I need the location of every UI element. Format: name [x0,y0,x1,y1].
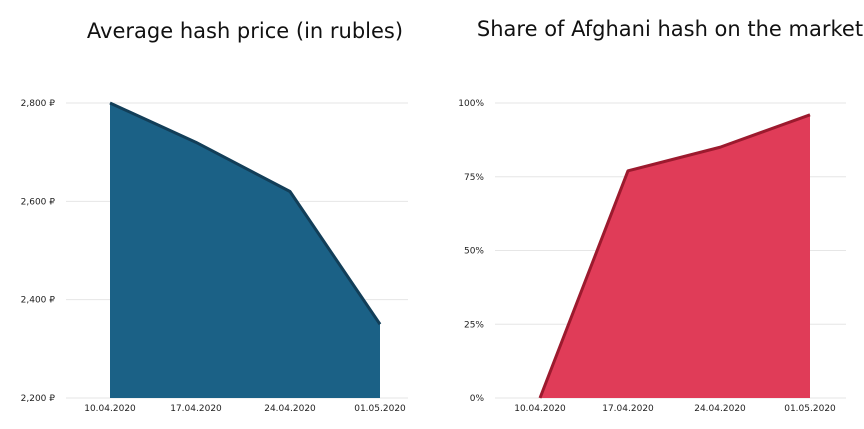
right-x-tick-label: 01.05.2020 [784,404,836,414]
right-x-tick-label: 24.04.2020 [694,404,746,414]
left-y-tick-label: 2,200 ₽ [21,394,56,404]
left-series-line [109,101,382,326]
right-x-tick-label: 10.04.2020 [514,404,566,414]
right-y-tick-label: 25% [464,320,484,330]
left-x-tick-label: 17.04.2020 [170,404,222,414]
left-x-tick-label: 01.05.2020 [354,404,406,414]
right-y-tick-label: 50% [464,247,484,257]
right-area [540,114,810,399]
left-chart-title: Average hash price (in rubles) [86,19,404,43]
left-y-tick-label: 2,800 ₽ [21,99,56,109]
right-y-tick-label: 100% [458,99,484,109]
left-y-tick-label: 2,400 ₽ [21,296,56,306]
left-x-tick-label: 10.04.2020 [84,404,136,414]
left-x-tick-label: 24.04.2020 [264,404,316,414]
right-y-tick-label: 0% [470,394,485,404]
right-y-tick-label: 75% [464,173,484,183]
right-series-line [538,113,811,399]
right-chart-title: Share of Afghani hash on the market [476,17,864,41]
left-area [110,103,380,398]
left-y-tick-label: 2,600 ₽ [21,197,56,207]
right-x-tick-label: 17.04.2020 [602,404,654,414]
